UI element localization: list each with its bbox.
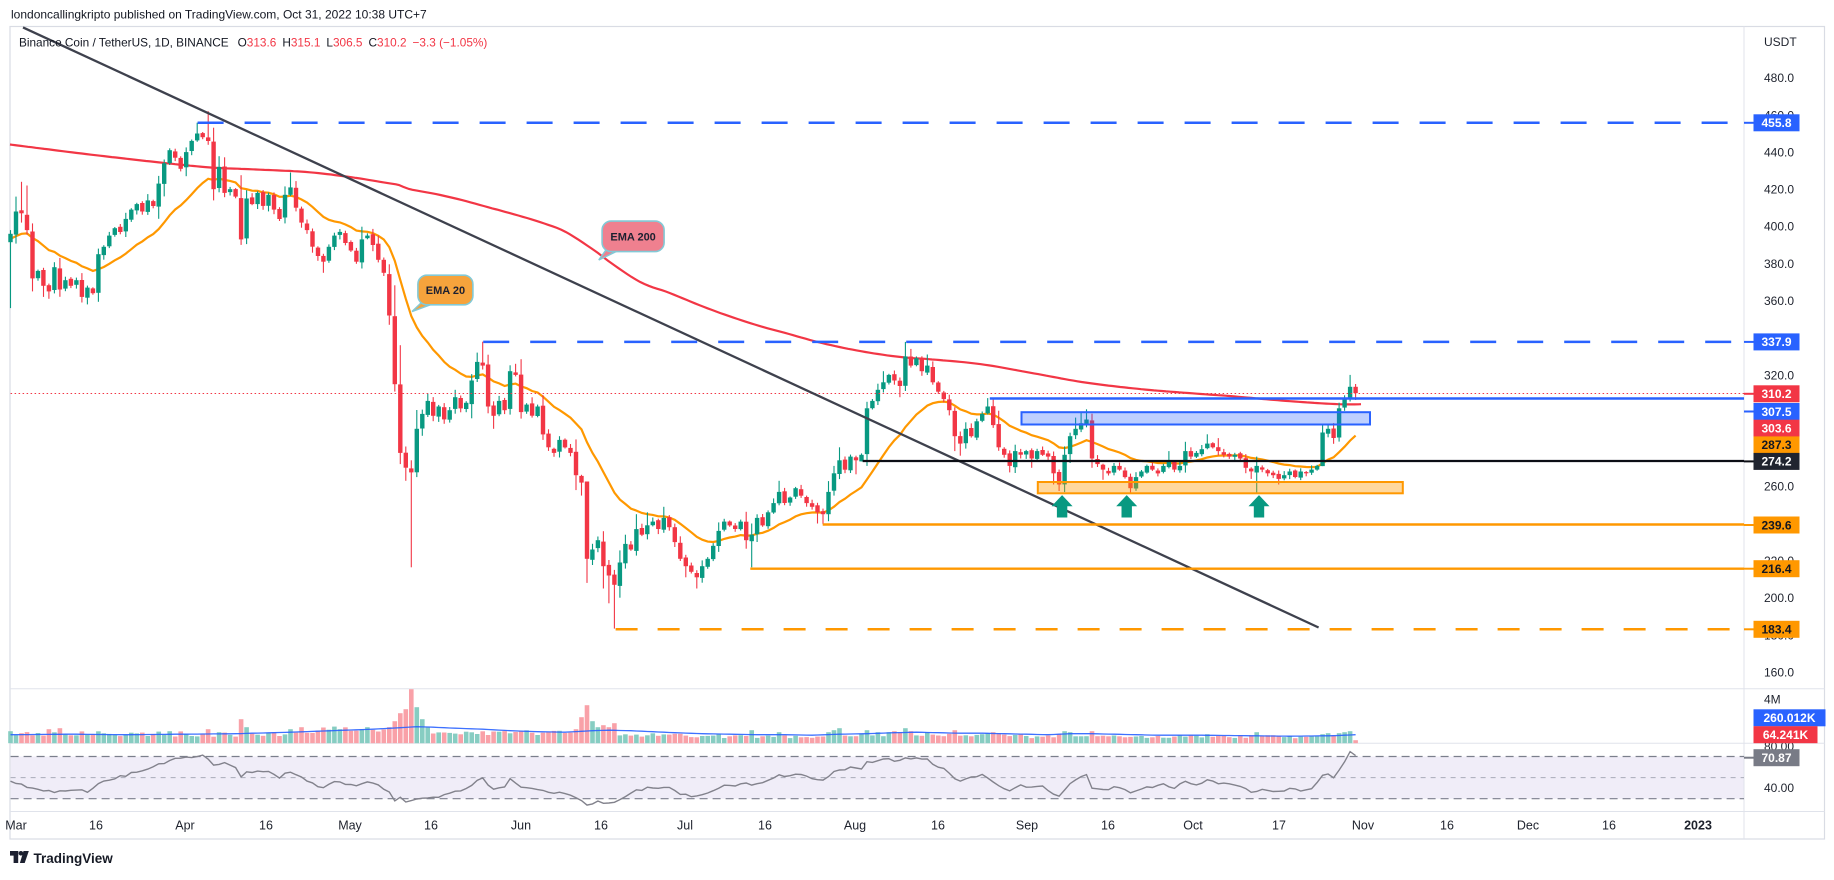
svg-text:17: 17 — [1272, 819, 1286, 833]
svg-text:260.0: 260.0 — [1764, 480, 1794, 494]
svg-text:Jul: Jul — [677, 819, 693, 833]
svg-text:307.5: 307.5 — [1761, 405, 1791, 419]
svg-text:Dec: Dec — [1517, 819, 1539, 833]
svg-text:400.0: 400.0 — [1764, 220, 1794, 234]
svg-text:337.9: 337.9 — [1761, 335, 1791, 349]
svg-text:16: 16 — [594, 819, 608, 833]
svg-text:Jun: Jun — [511, 819, 531, 833]
svg-text:2023: 2023 — [1684, 819, 1712, 833]
svg-text:310.2: 310.2 — [1761, 387, 1791, 401]
svg-text:455.8: 455.8 — [1761, 116, 1791, 130]
svg-text:480.0: 480.0 — [1764, 71, 1794, 85]
svg-text:Aug: Aug — [844, 819, 866, 833]
svg-text:Binance Coin / TetherUS, 1D, B: Binance Coin / TetherUS, 1D, BINANCE O313… — [19, 36, 487, 50]
svg-text:TradingView: TradingView — [34, 851, 114, 866]
svg-text:287.3: 287.3 — [1761, 438, 1791, 452]
svg-text:May: May — [338, 819, 362, 833]
svg-text:londoncallingkripto published: londoncallingkripto published on Trading… — [11, 8, 427, 22]
svg-text:320.0: 320.0 — [1764, 368, 1794, 382]
svg-text:16: 16 — [89, 819, 103, 833]
svg-text:Nov: Nov — [1352, 819, 1375, 833]
svg-text:16: 16 — [1101, 819, 1115, 833]
svg-text:Oct: Oct — [1183, 819, 1203, 833]
svg-text:160.0: 160.0 — [1764, 665, 1794, 679]
svg-text:239.6: 239.6 — [1761, 518, 1791, 532]
svg-text:16: 16 — [424, 819, 438, 833]
svg-text:16: 16 — [931, 819, 945, 833]
svg-text:380.0: 380.0 — [1764, 257, 1794, 271]
svg-text:EMA 20: EMA 20 — [426, 285, 465, 297]
svg-text:360.0: 360.0 — [1764, 294, 1794, 308]
svg-text:303.6: 303.6 — [1761, 422, 1791, 436]
svg-text:16: 16 — [758, 819, 772, 833]
svg-text:EMA 200: EMA 200 — [610, 232, 655, 244]
svg-text:Sep: Sep — [1016, 819, 1038, 833]
svg-text:420.0: 420.0 — [1764, 183, 1794, 197]
svg-text:64.241K: 64.241K — [1763, 728, 1809, 742]
svg-text:16: 16 — [1440, 819, 1454, 833]
svg-text:274.2: 274.2 — [1761, 455, 1791, 469]
svg-text:70.87: 70.87 — [1761, 751, 1791, 765]
svg-text:16: 16 — [1602, 819, 1616, 833]
svg-text:183.4: 183.4 — [1761, 623, 1791, 637]
svg-text:4M: 4M — [1764, 693, 1781, 707]
svg-text:USDT: USDT — [1764, 35, 1797, 49]
svg-text:Mar: Mar — [5, 819, 27, 833]
svg-text:Apr: Apr — [175, 819, 194, 833]
svg-text:216.4: 216.4 — [1761, 562, 1791, 576]
svg-text:260.012K: 260.012K — [1763, 711, 1815, 725]
svg-text:440.0: 440.0 — [1764, 145, 1794, 159]
svg-text:40.00: 40.00 — [1764, 781, 1794, 795]
svg-text:16: 16 — [259, 819, 273, 833]
svg-text:200.0: 200.0 — [1764, 591, 1794, 605]
